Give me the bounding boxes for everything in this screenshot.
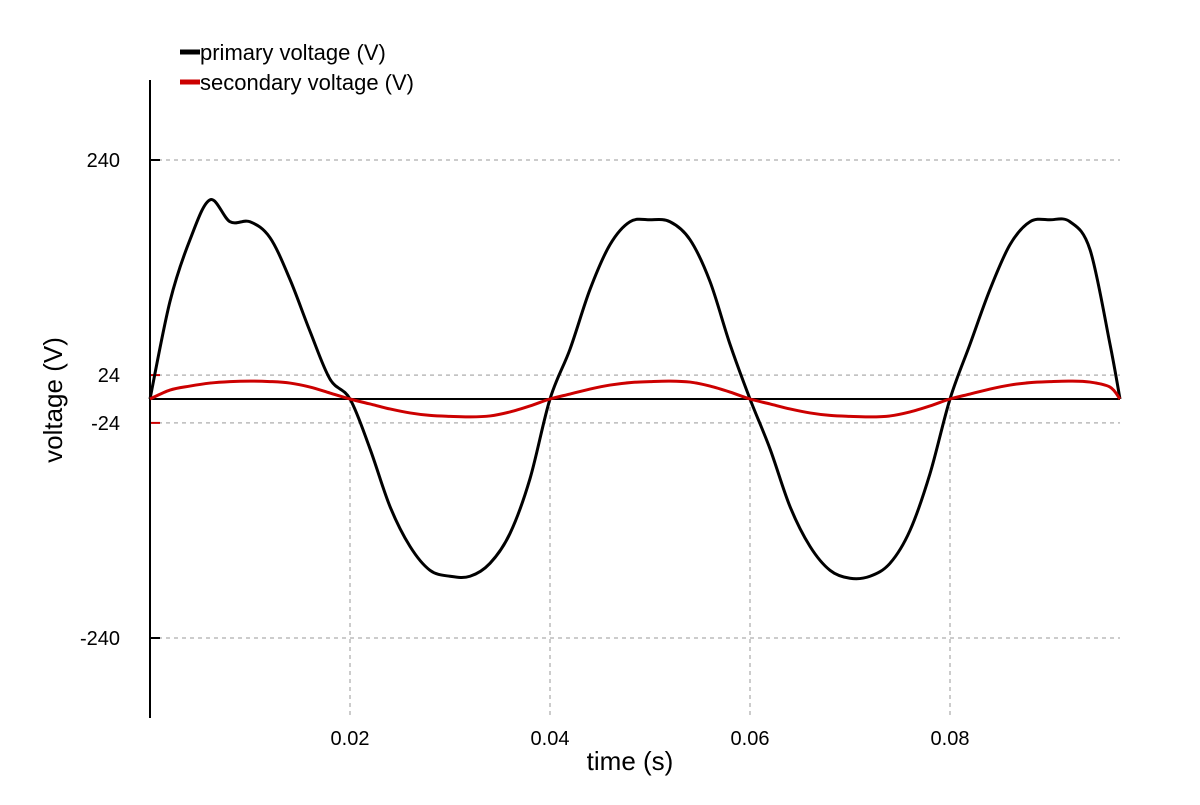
legend: primary voltage (V) secondary voltage (V) [180,40,414,95]
x-tick-label: 0.06 [731,728,770,750]
series-line-primary [148,198,1122,581]
x-tick-label: 0.04 [531,728,570,750]
x-tick-label: 0.02 [331,728,370,750]
axis-layer: 240 24 -24 -240 0.02 0.04 0.06 0.08 [80,80,1120,750]
legend-label: primary voltage (V) [200,40,386,65]
y-tick-label: 240 [87,150,120,172]
series-layer [148,198,1122,581]
y-tick-label: -240 [80,628,120,650]
legend-label: secondary voltage (V) [200,70,414,95]
x-axis-title: time (s) [587,746,674,776]
grid-layer [150,159,1120,718]
y-axis-title: voltage (V) [38,337,68,463]
x-tick-label: 0.08 [931,728,970,750]
series-line-secondary [149,379,1122,419]
y-tick-label: -24 [91,413,120,435]
y-tick-label: 24 [98,365,120,387]
